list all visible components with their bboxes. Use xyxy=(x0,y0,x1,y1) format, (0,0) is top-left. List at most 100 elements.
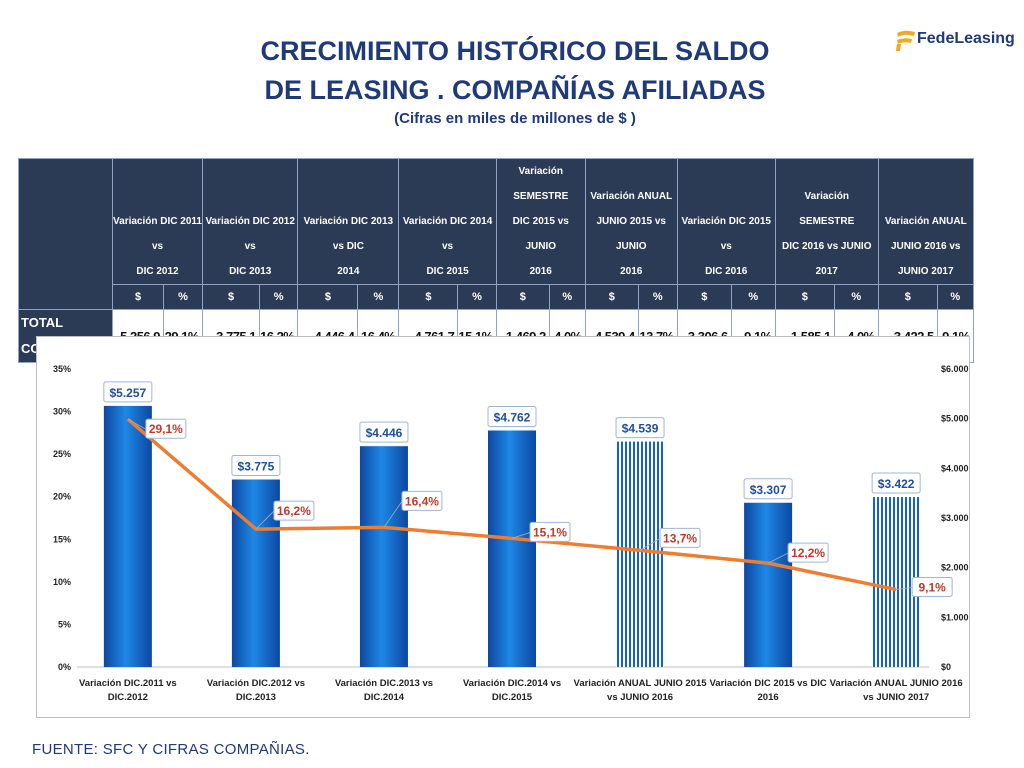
y-left-tick-label: 15% xyxy=(53,534,71,544)
bar-value-label: $4.539 xyxy=(622,422,659,436)
x-category-label: Variación DIC.2011 vs xyxy=(79,678,177,689)
unit-pct-cell: % xyxy=(357,284,400,310)
line-label-box xyxy=(659,527,701,548)
row-label-line: TOTAL xyxy=(21,315,64,330)
bar-label-box xyxy=(231,455,281,477)
y-left-tick-label: 35% xyxy=(53,364,71,374)
bar-label-box xyxy=(487,405,537,427)
line-value-label: 16,2% xyxy=(277,504,311,518)
x-category-label: Variación DIC.2012 vs xyxy=(207,678,305,689)
line-value-label: 13,7% xyxy=(663,531,697,545)
fedeleasing-logo: FedeLeasing xyxy=(895,27,1020,55)
column-header: Variación DIC 2014 vs DIC 2015 xyxy=(398,158,497,285)
bar xyxy=(231,479,280,667)
column-header: Variación SEMESTRE DIC 2015 vs JUNIO 2016 xyxy=(495,158,586,285)
unit-pct-cell: % xyxy=(637,284,678,310)
column-header: Variación DIC 2013 vs DIC 2014 xyxy=(297,158,400,285)
line-label-leader xyxy=(383,501,403,528)
y-right-tick-label: $2.000 xyxy=(941,563,969,573)
x-category-label: Variación ANUAL JUNIO 2015 xyxy=(574,678,708,689)
bar xyxy=(103,405,152,667)
column-header-line: Variación DIC 2011 vs xyxy=(113,216,202,252)
line-label-leader xyxy=(896,587,913,590)
line-label-leader xyxy=(639,538,661,551)
column-header: Variación ANUAL JUNIO 2016 vs JUNIO 2017 xyxy=(877,158,974,285)
bar-value-label: $4.762 xyxy=(494,410,531,424)
summary-table: Variación DIC 2011 vs DIC 2012 Variación D… xyxy=(18,158,974,363)
column-header-line: Variación DIC 2015 vs xyxy=(681,216,772,252)
y-left-tick-label: 10% xyxy=(53,577,71,587)
bar-label-box xyxy=(103,381,153,403)
x-category-label: Variación DIC 2015 vs DIC xyxy=(709,678,826,689)
line-label-leader xyxy=(511,532,531,539)
unit-pct-cell: % xyxy=(548,284,586,310)
y-right-tick-label: $3.000 xyxy=(941,513,969,523)
column-header-line: Variación DIC 2013 vs DIC xyxy=(303,216,394,252)
column-header-line: Variación ANUAL xyxy=(590,191,673,202)
column-header-line: 2016 xyxy=(620,266,643,277)
unit-pct-cell: % xyxy=(730,284,776,310)
line-label-leader xyxy=(255,510,275,530)
bar xyxy=(744,502,793,667)
column-header: Variación SEMESTRE DIC 2016 vs JUNIO 2017 xyxy=(774,158,879,285)
y-right-tick-label: $5.000 xyxy=(941,414,969,424)
unit-abs-cell: $ xyxy=(584,284,639,310)
column-header-line: Variación SEMESTRE xyxy=(799,191,855,227)
table-corner-cell xyxy=(18,158,113,310)
unit-abs-cell: $ xyxy=(112,284,164,310)
bar-label-box xyxy=(743,478,793,500)
unit-abs-cell: $ xyxy=(495,284,550,310)
variation-chart: 0% 5% 10% 15% 20% 25% 30% 35% $0 $1.000 $2.000 $3.0… xyxy=(53,364,969,703)
unit-abs-cell: $ xyxy=(202,284,260,310)
unit-abs-cell: $ xyxy=(398,284,459,310)
column-header-line: JUNIO 2015 vs JUNIO xyxy=(596,216,667,252)
bar-value-label: $4.446 xyxy=(366,426,403,440)
x-category-label: DIC.2013 xyxy=(236,692,276,703)
column-header: Variación DIC 2012 vs DIC 2013 xyxy=(201,158,299,285)
line-label-box xyxy=(145,418,187,439)
y-left-tick-label: 5% xyxy=(58,619,71,629)
column-header-line: DIC 2013 xyxy=(229,266,272,277)
bar-value-label: $3.775 xyxy=(238,460,275,474)
line-label-box xyxy=(401,490,443,511)
x-category-label: DIC.2014 xyxy=(364,692,405,703)
title-line-2: DE LEASING . COMPAÑÍAS AFILIADAS xyxy=(264,75,766,105)
column-header-line: JUNIO 2017 xyxy=(897,266,954,277)
bar-label-box xyxy=(871,472,921,494)
bar xyxy=(359,446,408,667)
x-category-label: Variación ANUAL JUNIO 2016 xyxy=(830,678,963,689)
page-title: CRECIMIENTO HISTÓRICO DEL SALDO DE LEASI… xyxy=(0,32,1024,110)
line-label-leader xyxy=(127,418,147,430)
column-header: Variación DIC 2011 vs DIC 2012 xyxy=(112,158,203,285)
y-right-tick-label: $6.000 xyxy=(941,364,969,374)
unit-abs-cell: $ xyxy=(774,284,835,310)
column-header-line: DIC 2016 vs JUNIO xyxy=(782,241,872,252)
x-category-label: DIC.2012 xyxy=(108,692,148,703)
line-label-leader xyxy=(767,552,789,564)
line-value-label: 12,2% xyxy=(791,546,825,560)
x-category-label: Variación DIC.2013 vs xyxy=(335,678,433,689)
column-header-line: JUNIO 2016 vs xyxy=(891,241,961,252)
bar-value-label: $5.257 xyxy=(110,386,147,400)
column-header: Variación DIC 2015 vs DIC 2016 xyxy=(676,158,776,285)
unit-pct-cell: % xyxy=(163,284,203,310)
bar xyxy=(616,441,665,667)
logo-mark-icon xyxy=(896,30,915,51)
unit-pct-cell: % xyxy=(833,284,879,310)
column-header-line: Variación DIC 2012 vs xyxy=(205,216,295,252)
x-category-label: 2016 xyxy=(758,692,779,703)
column-header-line: 2014 xyxy=(337,266,360,277)
column-header-line: Variación SEMESTRE xyxy=(513,166,569,202)
column-header: Variación ANUAL JUNIO 2015 vs JUNIO 2016 xyxy=(584,158,678,285)
line-label-box xyxy=(529,521,571,542)
unit-pct-cell: % xyxy=(936,284,974,310)
logo-text: FedeLeasing xyxy=(917,30,1015,47)
line-value-label: 15,1% xyxy=(533,525,567,539)
x-category-label: Variación DIC.2014 vs xyxy=(463,678,561,689)
bar-value-label: $3.307 xyxy=(750,483,787,497)
y-right-tick-label: $0 xyxy=(941,662,951,672)
line-value-label: 29,1% xyxy=(149,422,183,436)
bar-label-box xyxy=(359,421,409,443)
y-left-tick-label: 20% xyxy=(53,492,71,502)
x-category-label: DIC.2015 xyxy=(492,692,533,703)
